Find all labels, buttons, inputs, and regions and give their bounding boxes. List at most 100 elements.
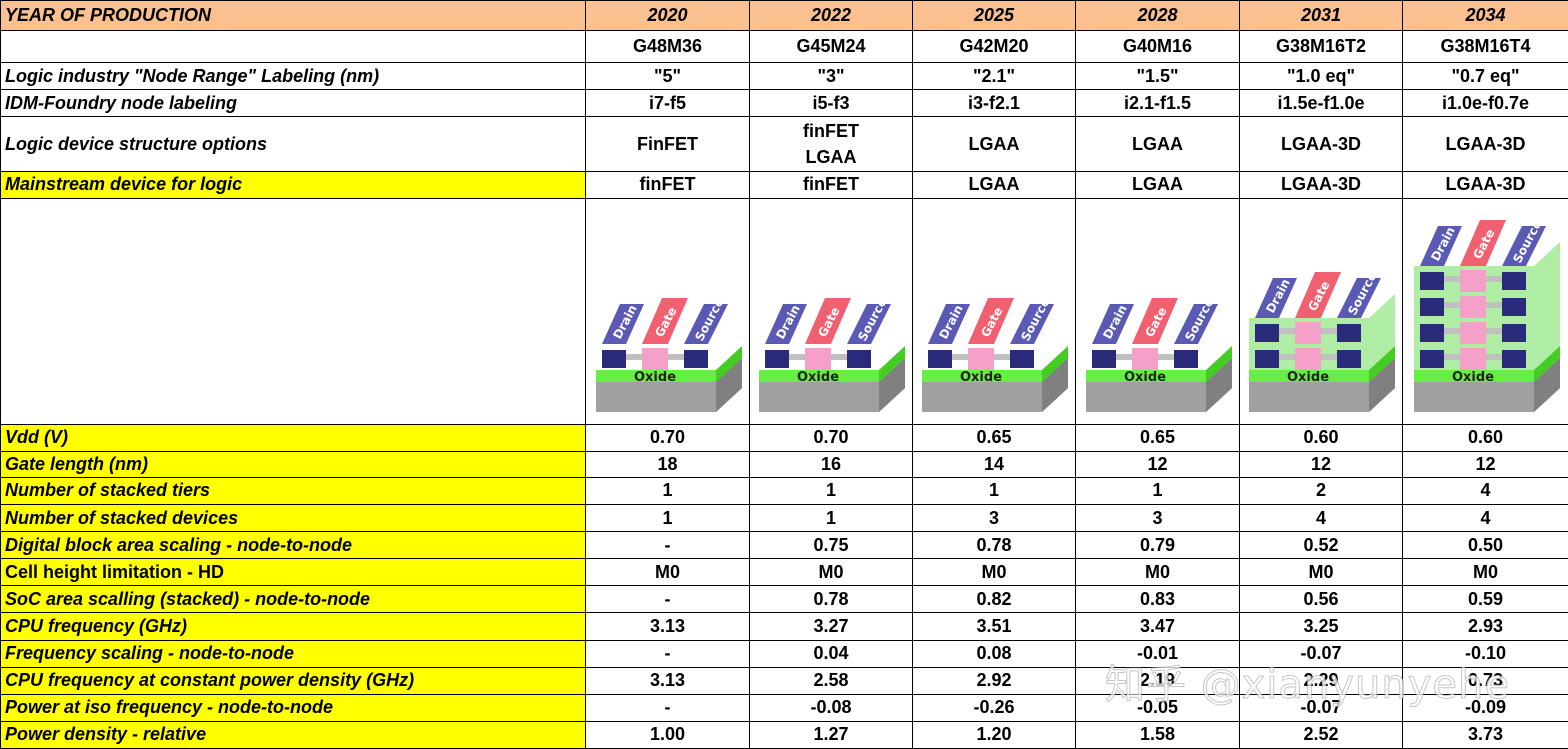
node-name-row: G48M36 G45M24 G42M20 G40M16 G38M16T2 G38… bbox=[0, 30, 1568, 64]
metric-value: 0.70 bbox=[585, 423, 750, 452]
metric-value: 0.82 bbox=[912, 585, 1076, 614]
mainstream-row: Mainstream device for logic finFET finFE… bbox=[0, 170, 1568, 199]
value-cell: LGAA-3D bbox=[1402, 170, 1568, 199]
channel-bar bbox=[1443, 301, 1460, 308]
metric-value: 4 bbox=[1239, 503, 1403, 533]
metric-value: -0.09 bbox=[1402, 693, 1568, 722]
metric-value: 0.50 bbox=[1402, 531, 1568, 560]
value-cell: LGAA bbox=[912, 116, 1076, 172]
oxide-label: Oxide bbox=[960, 370, 1002, 385]
device-illustration-row: Oxide Drain Gate Source Oxide Drain Gate Source… bbox=[0, 197, 1568, 425]
gate-block bbox=[1459, 347, 1486, 370]
gate-electrode bbox=[1459, 219, 1506, 266]
metric-value: 1.20 bbox=[912, 720, 1076, 749]
metric-row: Cell height limitation - HD M0 M0 M0 M0 M0 M0 bbox=[0, 558, 1568, 587]
substrate-side bbox=[879, 357, 905, 412]
metric-row: Number of stacked devices 1 1 3 3 4 4 bbox=[0, 503, 1568, 533]
value-cell: LGAA bbox=[912, 170, 1076, 199]
metric-value: 1 bbox=[585, 476, 750, 506]
source-electrode bbox=[1501, 225, 1546, 266]
metric-value: 2.29 bbox=[1239, 666, 1403, 695]
metric-value: 0.70 bbox=[749, 423, 913, 452]
substrate-block bbox=[1413, 357, 1560, 412]
year-cell: 2020 bbox=[585, 0, 750, 32]
value-cell: i3-f2.1 bbox=[912, 89, 1076, 118]
metric-value: M0 bbox=[585, 558, 750, 587]
gate-electrode bbox=[641, 297, 688, 344]
metric-row: Power density - relative 1.00 1.27 1.20 1.58… bbox=[0, 720, 1568, 749]
oxide-side bbox=[1533, 345, 1560, 382]
metric-row: Gate length (nm) 18 16 14 12 12 12 bbox=[0, 450, 1568, 478]
metric-label: CPU frequency at constant power density … bbox=[0, 666, 586, 695]
metric-value: 0.59 bbox=[1402, 585, 1568, 614]
channel-bar bbox=[1321, 327, 1337, 334]
metric-value: 0.04 bbox=[749, 639, 913, 668]
metric-row: CPU frequency at constant power density … bbox=[0, 666, 1568, 695]
metric-value: -0.07 bbox=[1239, 639, 1403, 668]
metric-value: - bbox=[585, 531, 750, 560]
channel-bar bbox=[1443, 353, 1460, 360]
metric-value: M0 bbox=[749, 558, 913, 587]
metric-value: 2.93 bbox=[1402, 612, 1568, 641]
metric-value: 2.58 bbox=[749, 666, 913, 695]
value-line: finFET bbox=[803, 121, 859, 142]
device-illustration-cell: Oxide Drain Gate Source bbox=[912, 197, 1076, 425]
substrate-side bbox=[1369, 357, 1395, 412]
oxide-layer bbox=[759, 369, 879, 382]
row-label: IDM-Foundry node labeling bbox=[0, 89, 586, 118]
row-label: Mainstream device for logic bbox=[0, 170, 586, 199]
metric-value: 1 bbox=[912, 476, 1076, 506]
year-header-row: YEAR OF PRODUCTION 2020 2022 2025 2028 2… bbox=[0, 0, 1568, 32]
gate-block bbox=[805, 347, 831, 370]
value-cell: "0.7 eq" bbox=[1402, 62, 1568, 91]
year-cell: 2028 bbox=[1075, 0, 1240, 32]
metric-value: 4 bbox=[1402, 503, 1568, 533]
oxide-label: Oxide bbox=[1287, 370, 1329, 385]
source-block bbox=[683, 349, 708, 368]
metric-row: Frequency scaling - node-to-node -0.04 0.0… bbox=[0, 639, 1568, 668]
metrics-body: Vdd (V) 0.70 0.70 0.65 0.65 0.60 0.60 Gate leng… bbox=[0, 423, 1568, 749]
metric-value: 0.60 bbox=[1402, 423, 1568, 452]
value-cell: finFET bbox=[749, 170, 913, 199]
oxide-side bbox=[1042, 345, 1068, 382]
drain-block bbox=[1255, 323, 1279, 342]
value-cell: LGAA-3D bbox=[1239, 170, 1403, 199]
value-cell: finFET LGAA bbox=[749, 116, 913, 172]
metric-value: 12 bbox=[1075, 450, 1240, 478]
value-cell: finFET bbox=[585, 170, 750, 199]
oxide-side bbox=[879, 345, 905, 382]
metric-row: Vdd (V) 0.70 0.70 0.65 0.65 0.60 0.60 bbox=[0, 423, 1568, 452]
device-illustration-cell: Oxide Drain Gate Source bbox=[585, 197, 750, 425]
row-label: Logic device structure options bbox=[0, 116, 586, 172]
drain-block bbox=[601, 349, 626, 368]
metric-value: 1.58 bbox=[1075, 720, 1240, 749]
metric-value: M0 bbox=[1239, 558, 1403, 587]
metric-label: Number of stacked devices bbox=[0, 503, 586, 533]
gate-block bbox=[1131, 347, 1158, 370]
metric-value: 18 bbox=[585, 450, 750, 478]
metric-value: 16 bbox=[749, 450, 913, 478]
channel-bar bbox=[625, 353, 642, 360]
metric-value: M0 bbox=[1075, 558, 1240, 587]
metric-value: 0.75 bbox=[749, 531, 913, 560]
metric-label: Cell height limitation - HD bbox=[0, 558, 586, 587]
metric-value: 3.13 bbox=[585, 666, 750, 695]
substrate-side bbox=[1042, 357, 1068, 412]
oxide-side bbox=[715, 345, 742, 382]
device-illustration-cell: Oxide Drain Gate Source bbox=[749, 197, 913, 425]
value-cell: LGAA-3D bbox=[1239, 116, 1403, 172]
source-electrode bbox=[683, 303, 728, 344]
drain-block bbox=[1419, 271, 1444, 290]
metric-value: -0.01 bbox=[1075, 639, 1240, 668]
year-cell: 2022 bbox=[749, 0, 913, 32]
substrate-side bbox=[1533, 357, 1560, 412]
empty-cell bbox=[0, 197, 586, 425]
oxide-label: Oxide bbox=[634, 370, 676, 385]
oxide-layer bbox=[1413, 369, 1534, 382]
metric-label: Vdd (V) bbox=[0, 423, 586, 452]
